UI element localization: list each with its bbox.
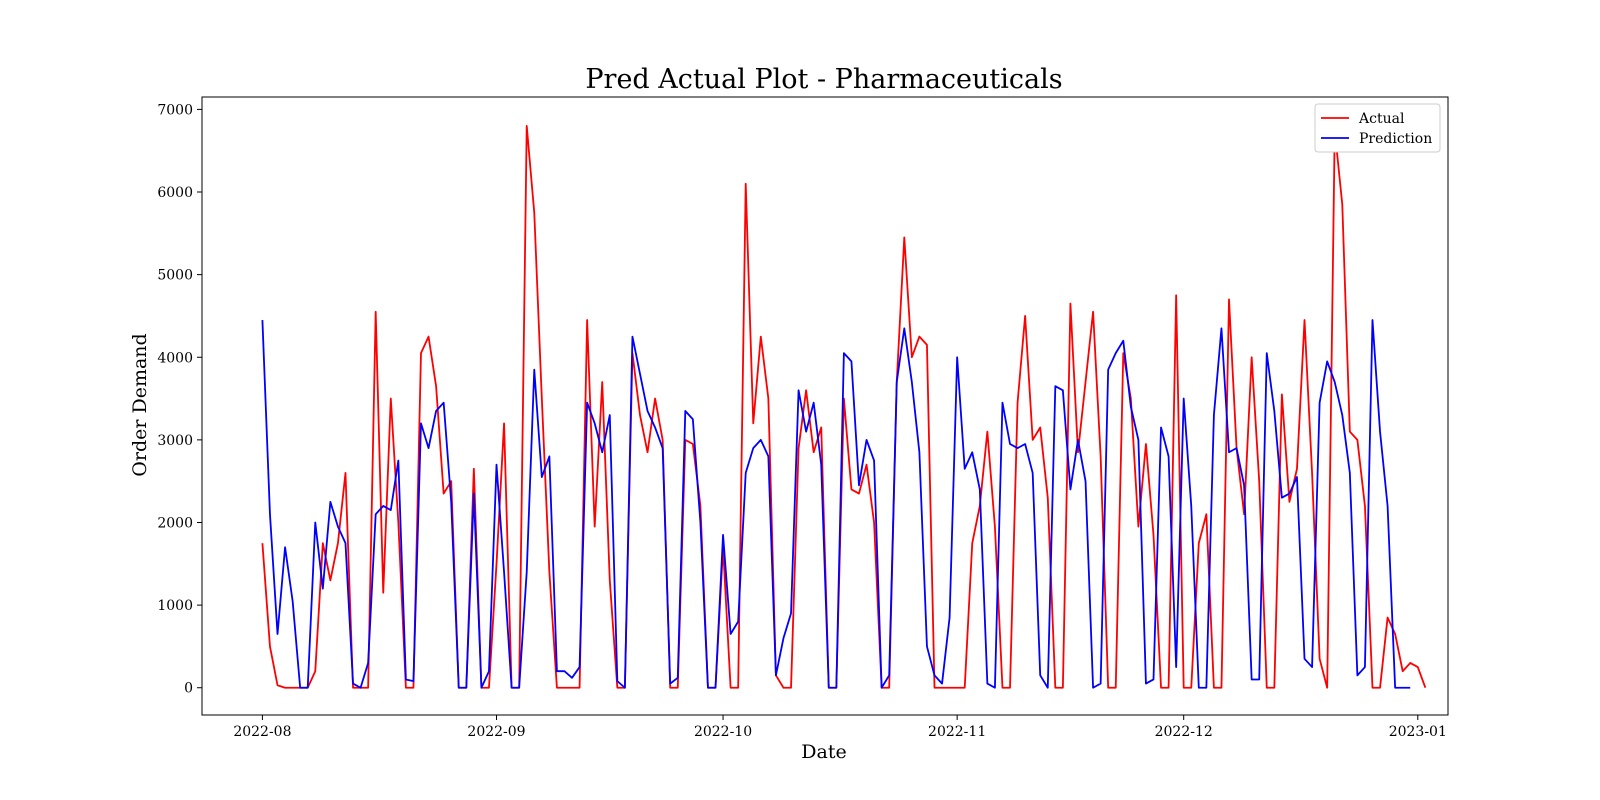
y-tick-label: 3000 [157,433,193,449]
series-line-actual [261,125,1427,689]
x-tick-label: 2022-09 [467,724,525,740]
y-tick-label: 5000 [157,268,193,284]
series-line-prediction [261,319,1411,689]
y-tick-label: 6000 [157,185,193,201]
legend: Actual Prediction [1314,103,1441,153]
chart-title: Pred Actual Plot - Pharmaceuticals [585,64,1062,95]
x-tick-label: 2022-12 [1155,724,1213,740]
plot-area: 0 1000 2000 3000 4000 5000 6000 7000 2022-08 2022… [157,96,1449,740]
x-tick-label: 2022-11 [928,724,986,740]
legend-label-actual: Actual [1358,111,1405,127]
x-tick-label: 2022-10 [694,724,752,740]
legend-box [1314,103,1441,153]
plot-frame [201,96,1449,716]
x-tick-label: 2023-01 [1389,724,1447,740]
legend-label-prediction: Prediction [1359,131,1432,147]
y-tick-label: 4000 [157,350,193,366]
y-axis-label: Order Demand [129,333,151,476]
x-tick-label: 2022-08 [233,724,291,740]
y-tick-label: 0 [184,681,193,697]
y-tick-label: 1000 [157,598,193,614]
y-tick-label: 7000 [157,102,193,118]
y-tick-label: 2000 [157,515,193,531]
x-axis-label: Date [801,741,846,763]
